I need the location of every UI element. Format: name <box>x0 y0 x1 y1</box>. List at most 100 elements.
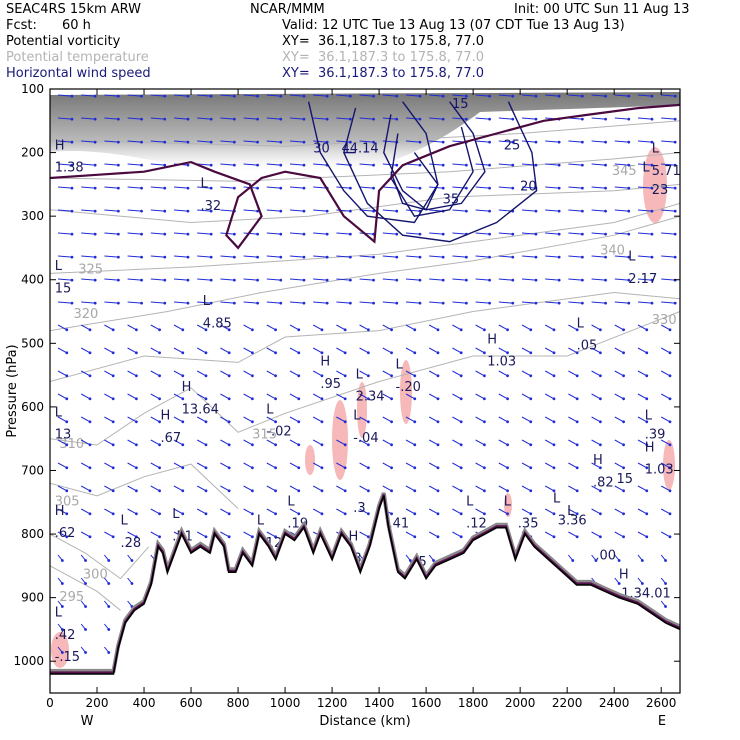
wind-vector-head <box>673 186 677 190</box>
wind-vector <box>382 232 397 235</box>
wind-vector-head <box>274 512 277 516</box>
wind-vector-head <box>622 535 625 539</box>
wind-vector <box>266 462 276 469</box>
wind-vector <box>150 186 165 189</box>
wind-vector <box>220 94 235 97</box>
wind-vector-head <box>441 186 445 190</box>
wind-vector <box>614 186 629 189</box>
wind-vector <box>336 508 346 515</box>
wind-vector <box>545 278 560 281</box>
wind-vector-head <box>459 443 463 447</box>
pressure-center-label: .35 <box>518 517 539 532</box>
wind-vector <box>661 117 676 120</box>
wind-vector <box>266 117 281 120</box>
wind-vector-head <box>204 489 208 493</box>
wind-vector-head <box>88 351 92 355</box>
wind-vector <box>521 186 536 189</box>
wind-vector-head <box>302 186 306 190</box>
field-xy-wind: XY= 36.1,187.3 to 175.8, 77.0 <box>282 66 485 81</box>
wind-vector-head <box>413 466 417 470</box>
wind-vector <box>591 531 601 538</box>
wind-vector-head <box>459 535 463 539</box>
wind-vector <box>197 209 212 212</box>
wind-vector <box>661 301 676 304</box>
wind-vector <box>289 347 300 354</box>
wind-vector <box>382 94 397 97</box>
wind-vector-head <box>181 420 185 424</box>
wind-vector <box>498 186 513 189</box>
wind-vector-head <box>65 535 69 539</box>
y-tick-label: 300 <box>21 209 44 223</box>
wind-vector <box>661 94 676 97</box>
wind-vector-head <box>181 512 185 516</box>
wind-vector-head <box>204 351 208 355</box>
wind-vector <box>382 370 392 377</box>
wind-vector-head <box>88 328 92 332</box>
wind-vector-head <box>302 209 306 213</box>
wind-vector <box>266 255 281 258</box>
wind-vector-head <box>650 94 654 98</box>
wind-vector-head <box>436 420 440 424</box>
field-name-wind: Horizontal wind speed <box>6 66 151 81</box>
wind-vector-head <box>65 374 69 378</box>
pressure-center-label: 1.03 <box>645 463 674 478</box>
wind-vector-head <box>575 489 579 493</box>
wind-vector <box>173 416 184 423</box>
wind-vector-head <box>534 255 538 259</box>
wind-vector-head <box>227 351 231 355</box>
wind-vector <box>637 485 648 492</box>
wind-vector <box>637 186 652 189</box>
wind-vector <box>266 232 281 235</box>
wind-vector-head <box>227 374 231 378</box>
wind-vector-head <box>436 397 440 401</box>
wind-vector-head <box>441 278 445 282</box>
wind-vector-head <box>395 209 399 213</box>
wind-vector <box>80 462 91 469</box>
wind-vector <box>359 94 374 97</box>
wind-vector-head <box>111 443 115 447</box>
pressure-center-label: 2.17 <box>628 272 657 287</box>
wind-vector-head <box>534 117 538 121</box>
wind-vector-head <box>390 328 393 332</box>
wind-vector-head <box>390 420 393 424</box>
wind-vector <box>498 485 508 492</box>
wind-vector-head <box>158 328 161 332</box>
pressure-center-label: L <box>287 494 295 509</box>
wind-vector <box>312 508 323 515</box>
wind-vector-head <box>60 605 64 608</box>
wind-vector <box>104 278 119 281</box>
wind-vector-head <box>534 94 538 98</box>
wind-vector <box>614 232 629 235</box>
wind-vector-head <box>134 351 138 355</box>
wind-vector-head <box>279 255 283 259</box>
wind-vector-head <box>209 117 213 121</box>
wind-vector-head <box>186 301 190 305</box>
y-axis-label: Pressure (hPa) <box>5 344 20 437</box>
wind-vector <box>614 278 629 281</box>
wind-vector <box>405 393 416 400</box>
x-tick-label: 2400 <box>599 696 630 710</box>
x-tick-label: 2000 <box>505 696 536 710</box>
wind-speed-contour <box>307 101 439 224</box>
x-tick-label: 1600 <box>411 696 442 710</box>
wind-vector-head <box>413 489 417 493</box>
wind-vector <box>382 462 392 469</box>
wind-vector-head <box>134 328 138 332</box>
x-tick-label: 400 <box>133 696 156 710</box>
wind-vector-head <box>134 397 138 401</box>
cloud-shading <box>663 440 675 490</box>
wind-vector-head <box>65 489 69 493</box>
wind-vector-head <box>107 559 111 562</box>
wind-vector-head <box>668 443 672 447</box>
wind-vector <box>173 324 184 331</box>
plot-frame <box>49 88 681 694</box>
wind-vector-head <box>395 278 399 282</box>
wind-vector-head <box>464 163 468 167</box>
wind-vector <box>289 393 300 400</box>
wind-vector-head <box>511 278 515 282</box>
wind-vector-head <box>650 232 654 236</box>
wind-vector <box>173 209 188 212</box>
theta-contour <box>50 463 239 509</box>
wind-vector-head <box>488 94 491 98</box>
wind-vector-head <box>181 374 185 378</box>
